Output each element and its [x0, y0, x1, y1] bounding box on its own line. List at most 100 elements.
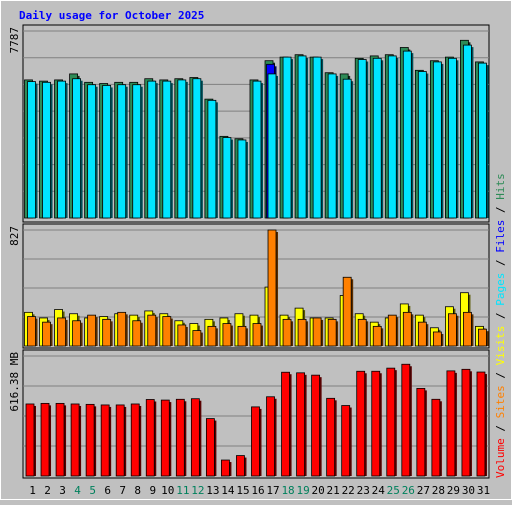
- legend-separator: /: [494, 418, 507, 438]
- bar-pages-8: [132, 84, 143, 219]
- x-tick-label: 30: [462, 484, 475, 497]
- bar-sites-20: [312, 317, 324, 347]
- bar-sites-12: [192, 330, 203, 347]
- x-tick-label: 25: [387, 484, 400, 497]
- legend-item-volume: Volume: [494, 438, 507, 478]
- bar-sites-11: [177, 324, 188, 347]
- panel-volume: 616.38 MB: [8, 349, 490, 479]
- bar-sites-26: [402, 311, 414, 347]
- x-tick-label: 22: [342, 484, 355, 497]
- bar-pages-20: [312, 56, 324, 219]
- bar-volume-4: [70, 403, 82, 477]
- bar-sites-29: [448, 313, 459, 347]
- bar-volume-26: [401, 363, 412, 477]
- bar-pages-25: [387, 55, 399, 219]
- legend-item-visits: Visits: [494, 326, 507, 366]
- series-pages: [27, 44, 489, 219]
- bar-sites-30: [463, 311, 474, 347]
- bar-volume-2: [40, 402, 52, 477]
- bar-sites-28: [432, 331, 444, 347]
- bar-pages-18: [282, 56, 294, 219]
- x-tick-label: 2: [44, 484, 51, 497]
- bar-pages-7: [117, 84, 128, 219]
- bar-volume-22: [341, 405, 352, 477]
- x-tick-label: 16: [251, 484, 264, 497]
- bar-pages-23: [357, 59, 369, 219]
- x-axis-labels: 1 2 3 4 5 6 7 8 9 10 11 12 13 14 15 16 17 18 19 20 21 22 23 24 2…: [29, 484, 490, 497]
- y-max-label: 827: [8, 226, 21, 246]
- bar-pages-15: [237, 139, 248, 219]
- bar-sites-21: [327, 318, 339, 347]
- bar-pages-14: [222, 137, 233, 219]
- bar-volume-1: [25, 403, 36, 477]
- x-tick-label: 24: [372, 484, 386, 497]
- bar-pages-4: [72, 78, 83, 219]
- bar-pages-28: [432, 61, 444, 219]
- x-tick-label: 15: [236, 484, 249, 497]
- legend-item-hits: Hits: [494, 173, 507, 200]
- bar-volume-8: [130, 403, 142, 477]
- bar-sites-7: [117, 311, 128, 347]
- bar-sites-10: [162, 316, 173, 347]
- y-max-label: 616.38 MB: [8, 352, 21, 412]
- bar-volume-28: [431, 398, 442, 477]
- x-tick-label: 26: [402, 484, 415, 497]
- bar-pages-6: [102, 85, 113, 219]
- bar-pages-19: [297, 55, 309, 219]
- x-tick-label: 19: [296, 484, 309, 497]
- x-tick-label: 8: [134, 484, 141, 497]
- x-tick-label: 18: [281, 484, 294, 497]
- x-tick-label: 12: [191, 484, 204, 497]
- bar-sites-3: [57, 317, 68, 347]
- bar-volume-25: [386, 367, 397, 477]
- bar-sites-27: [417, 321, 429, 347]
- x-tick-label: 1: [29, 484, 36, 497]
- bar-volume-27: [416, 387, 427, 477]
- bar-volume-21: [326, 397, 337, 477]
- bar-volume-5: [85, 403, 97, 477]
- bar-sites-22: [342, 276, 354, 347]
- bar-volume-9: [145, 399, 157, 477]
- series-sites: [27, 229, 489, 347]
- bar-volume-31: [476, 371, 487, 477]
- bar-volume-20: [311, 374, 322, 477]
- bar-volume-30: [461, 368, 472, 477]
- bar-pages-21: [327, 73, 339, 219]
- x-tick-label: 20: [312, 484, 325, 497]
- bar-volume-14: [221, 459, 232, 477]
- x-tick-label: 28: [432, 484, 445, 497]
- bar-sites-17: [267, 229, 279, 347]
- x-tick-label: 27: [417, 484, 430, 497]
- x-tick-label: 23: [357, 484, 370, 497]
- bar-sites-6: [102, 318, 113, 347]
- bar-sites-9: [147, 314, 158, 347]
- y-max-label: 7787: [8, 27, 21, 54]
- panel-visits-sites: 827: [8, 223, 490, 349]
- bar-volume-16: [251, 406, 262, 477]
- x-tick-label: 9: [149, 484, 156, 497]
- x-tick-label: 5: [89, 484, 96, 497]
- bar-pages-12: [192, 78, 203, 219]
- bar-volume-12: [190, 398, 202, 477]
- bar-pages-16: [252, 80, 263, 219]
- bar-pages-3: [57, 80, 68, 219]
- x-tick-label: 31: [477, 484, 490, 497]
- bar-volume-13: [205, 418, 217, 477]
- bar-sites-31: [478, 328, 489, 347]
- legend-separator: /: [494, 306, 507, 326]
- bar-pages-26: [402, 50, 414, 219]
- bar-volume-10: [160, 399, 172, 477]
- bar-sites-4: [72, 320, 83, 347]
- bar-pages-5: [87, 84, 98, 219]
- bar-pages-22: [342, 78, 354, 219]
- bar-sites-23: [357, 318, 369, 347]
- bar-pages-31: [478, 62, 489, 219]
- bar-sites-8: [132, 320, 143, 347]
- bar-pages-2: [42, 81, 53, 219]
- bar-sites-18: [282, 318, 294, 347]
- bar-sites-5: [87, 314, 98, 347]
- bar-volume-6: [100, 404, 112, 477]
- x-tick-label: 10: [161, 484, 174, 497]
- x-tick-label: 11: [176, 484, 189, 497]
